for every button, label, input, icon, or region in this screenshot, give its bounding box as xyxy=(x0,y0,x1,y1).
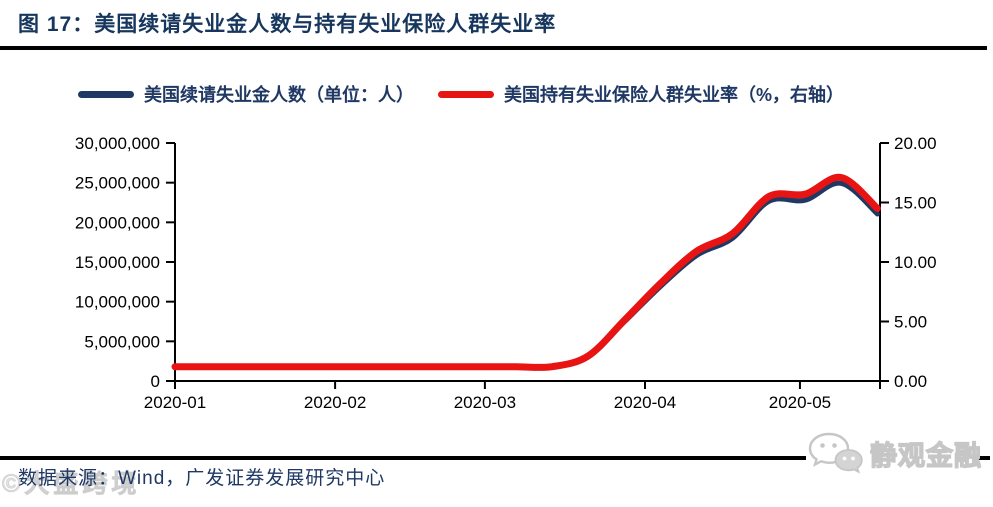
figure-title: 图 17：美国续请失业金人数与持有失业保险人群失业率 xyxy=(18,13,557,36)
y-axis-left-label: 5,000,000 xyxy=(84,332,160,351)
x-axis-label: 2020-01 xyxy=(144,393,206,412)
legend-item-claims: 美国续请失业金人数（单位：人） xyxy=(78,81,414,107)
x-axis-label: 2020-05 xyxy=(769,393,831,412)
data-source-text: 数据来源：Wind，广发证券发展研究中心 xyxy=(18,468,386,489)
badge-label: 静观金融 xyxy=(869,440,982,471)
y-axis-right-label: 20.00 xyxy=(894,134,937,153)
y-axis-left-label: 10,000,000 xyxy=(75,293,160,312)
x-axis-label: 2020-03 xyxy=(454,393,516,412)
y-axis-right-label: 15.00 xyxy=(894,194,937,213)
x-axis-label: 2020-04 xyxy=(614,393,676,412)
watermark-text: ©大盛跨境 xyxy=(2,470,141,499)
footer-rule xyxy=(0,456,990,460)
wechat-icon xyxy=(808,432,863,474)
y-axis-left-label: 25,000,000 xyxy=(75,174,160,193)
legend-label-claims: 美国续请失业金人数（单位：人） xyxy=(144,85,414,105)
legend-label-rate: 美国持有失业保险人群失业率（%，右轴） xyxy=(504,85,845,105)
y-axis-left-label: 15,000,000 xyxy=(75,253,160,272)
x-axis-label: 2020-02 xyxy=(304,393,366,412)
legend-swatch-rate xyxy=(438,90,494,98)
y-axis-right-label: 10.00 xyxy=(894,253,937,272)
series-line-rate xyxy=(171,173,881,371)
y-axis-right-label: 5.00 xyxy=(894,313,927,332)
y-axis-right-label: 0.00 xyxy=(894,372,927,391)
legend-item-rate: 美国持有失业保险人群失业率（%，右轴） xyxy=(438,81,844,107)
y-axis-left-label: 20,000,000 xyxy=(75,213,160,232)
series-line-claims xyxy=(172,180,880,371)
wechat-account-badge: 静观金融 xyxy=(806,429,982,477)
legend-swatch-claims xyxy=(78,90,134,98)
y-axis-left-label: 0 xyxy=(151,372,160,391)
axis-lines xyxy=(167,143,881,382)
title-underline xyxy=(0,46,987,50)
y-axis-left-label: 30,000,000 xyxy=(75,134,160,153)
chart-legend: 美国续请失业金人数（单位：人） 美国持有失业保险人群失业率（%，右轴） xyxy=(78,82,868,106)
